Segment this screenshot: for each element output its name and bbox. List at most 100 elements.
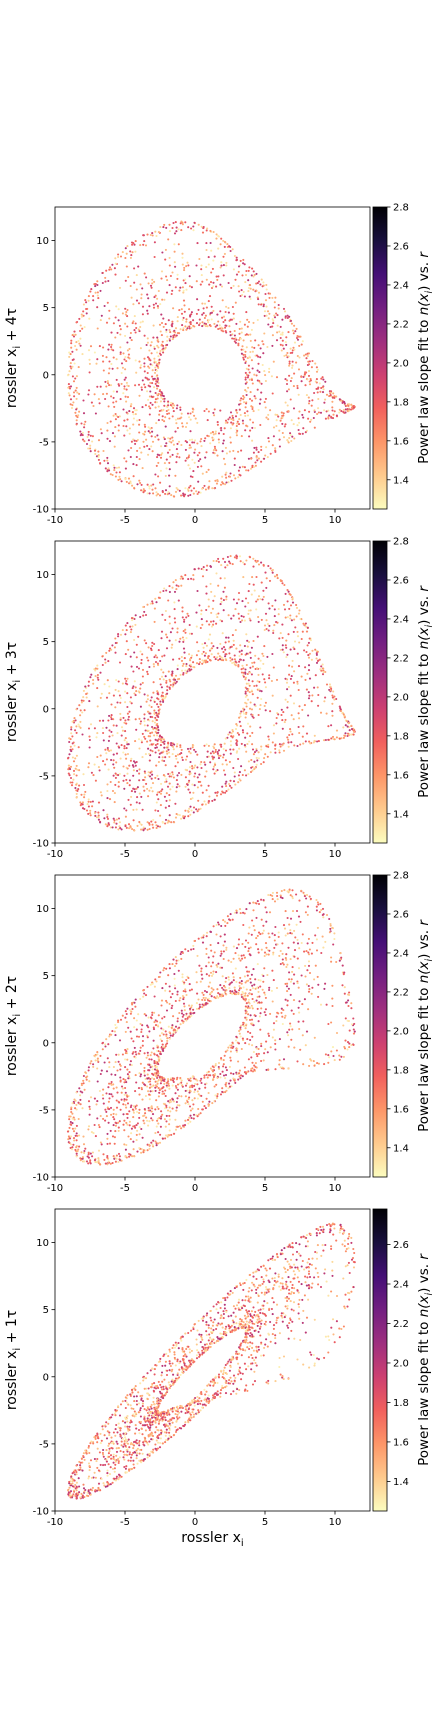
data-point [300,343,303,346]
data-point [237,342,240,345]
data-point [292,407,296,410]
data-point [156,351,159,354]
data-point [256,995,259,998]
data-point [142,605,145,609]
data-point [87,430,90,433]
data-point [184,440,187,443]
data-point [311,649,314,652]
data-point [106,746,109,750]
data-point [130,1010,133,1013]
data-point [146,828,149,831]
data-point [120,828,123,831]
data-point [231,972,234,975]
data-point [171,289,174,292]
data-point [224,1050,227,1053]
data-point [82,412,86,415]
data-point [101,1048,104,1051]
data-point [186,809,190,812]
data-point [240,710,243,713]
data-point [333,410,336,413]
data-point [115,1053,118,1056]
data-point [330,415,333,418]
data-point [217,234,220,237]
data-point [257,713,260,717]
data-point [202,934,205,937]
data-point [247,760,250,763]
data-point [293,341,297,344]
data-point [302,416,305,419]
data-point [165,633,168,636]
data-point [125,252,128,255]
data-point [118,661,122,664]
data-point [222,432,225,436]
data-point [171,586,174,589]
data-point [255,289,258,292]
data-point [215,237,218,240]
data-point [273,939,276,942]
data-point [263,757,266,760]
data-point [240,954,243,957]
data-point [205,242,208,245]
data-point [138,447,141,450]
data-point [118,286,122,289]
data-point [132,1040,135,1043]
data-point [308,383,312,386]
data-point [126,772,129,775]
data-point [145,1116,148,1119]
data-point [163,654,166,657]
data-point [182,673,185,676]
data-point [276,413,279,416]
data-point [114,426,117,429]
data-point [111,1135,115,1138]
data-point [99,821,102,824]
data-point [144,613,148,617]
data-point [166,1039,169,1042]
data-point [215,613,218,616]
data-point [231,658,234,661]
data-point [210,987,213,990]
data-point [192,791,195,794]
colorbar-tick-label: 2.2 [393,319,409,330]
data-point [246,1038,249,1041]
data-point [257,1052,260,1055]
data-point [223,586,226,589]
data-point [166,821,169,824]
data-point [75,1108,78,1111]
data-point [78,392,81,395]
data-point [149,749,152,752]
data-point [253,426,257,430]
data-point [158,494,162,497]
data-point [242,290,245,293]
data-point [176,1088,179,1091]
data-point [82,1135,85,1138]
data-point [146,1149,149,1152]
data-point [245,367,248,370]
data-point [210,286,214,290]
data-point [260,918,263,921]
data-point [127,356,130,359]
data-point [241,274,244,277]
data-point [306,626,309,629]
data-point [147,282,150,285]
data-point [276,894,279,898]
data-point [250,766,253,769]
data-point [130,795,133,798]
data-point [165,291,169,294]
data-point [134,442,137,445]
data-point [255,282,258,285]
data-point [296,630,299,633]
data-point [168,1031,171,1034]
data-point [257,620,260,623]
data-point [265,446,268,449]
data-point [281,339,284,342]
data-point [140,658,143,661]
data-point [340,737,343,740]
data-point [300,941,303,945]
data-point [158,361,161,364]
data-point [97,439,101,442]
data-point [117,690,120,693]
data-point [293,1046,296,1049]
data-point [321,673,325,676]
data-point [68,737,71,740]
data-point [216,752,219,755]
